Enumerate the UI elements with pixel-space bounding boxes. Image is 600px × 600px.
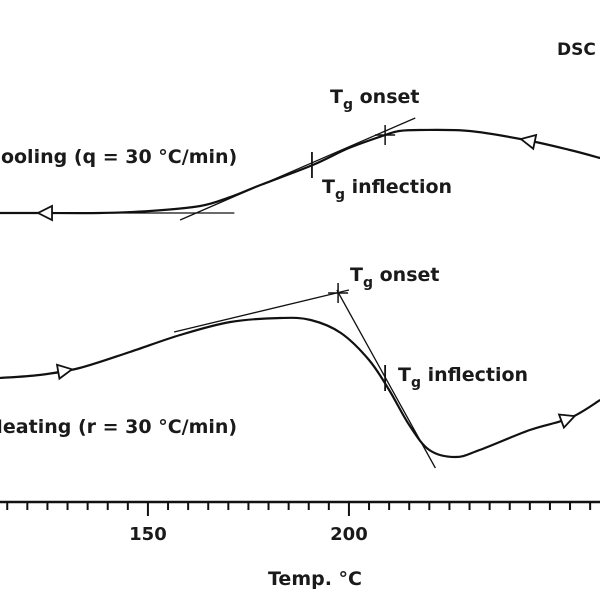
x-axis-label: Temp. °C (268, 568, 362, 590)
direction-arrow-right-icon (557, 413, 577, 430)
direction-arrow-left-icon (519, 133, 538, 151)
direction-arrow-right-icon (55, 363, 75, 381)
series-label-cooling: Cooling (q = 30 °C/min) (0, 146, 237, 168)
chart-title: DSC (557, 40, 596, 60)
tangent-line-heating (336, 289, 436, 469)
onset-label-heating: Tg onset (350, 264, 439, 291)
direction-arrow-left-icon (36, 204, 53, 222)
inflection-label-cooling: Tg inflection (322, 176, 452, 203)
onset-label-cooling: Tg onset (330, 86, 419, 113)
tangent-line-cooling (179, 117, 416, 221)
tangent-line-heating (173, 289, 350, 333)
series-line-cooling (0, 128, 600, 215)
series-label-heating: Heating (r = 30 °C/min) (0, 416, 237, 438)
x-tick-label: 200 (330, 524, 368, 545)
inflection-label-heating: Tg inflection (398, 364, 528, 391)
series-line-heating (0, 316, 600, 459)
x-tick-label: 150 (129, 524, 167, 545)
